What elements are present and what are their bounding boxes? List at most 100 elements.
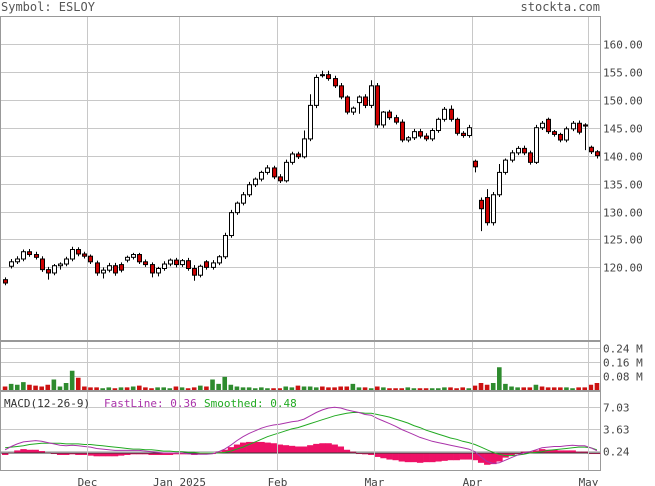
candle-body	[223, 235, 228, 258]
volume-bar	[417, 388, 423, 390]
fastline-label: FastLine: 0.36	[104, 397, 197, 410]
macd-histogram-bar	[63, 453, 70, 455]
candle-body	[131, 254, 136, 258]
macd-smoothed-line	[5, 412, 598, 457]
macd-histogram-bar	[136, 453, 143, 455]
candle-body	[40, 258, 45, 271]
candle-body	[326, 74, 331, 80]
candle-body	[95, 262, 100, 274]
macd-histogram-bar	[178, 453, 186, 455]
candle-body	[150, 264, 155, 274]
macd-histogram-bar	[124, 453, 131, 455]
volume-bar	[173, 386, 179, 390]
macd-histogram-bar	[38, 451, 46, 454]
volume-bar	[381, 387, 386, 390]
smoothed-label: Smoothed: 0.48	[204, 397, 297, 410]
macd-histogram-bar	[557, 450, 564, 454]
candle-body	[235, 202, 240, 214]
macd-histogram-bar	[203, 453, 210, 455]
volume-bar	[332, 387, 337, 390]
macd-histogram-bar	[154, 453, 161, 455]
symbol-label: Symbol: ESLOY	[1, 0, 95, 14]
macd-tick-label: 7.03	[603, 402, 630, 415]
candle-body	[510, 152, 515, 161]
price-tick-label: 150.00	[603, 95, 643, 108]
macd-histogram-bar	[484, 453, 491, 465]
volume-bar	[594, 383, 600, 390]
volume-bar	[204, 386, 209, 390]
macd-histogram-bar	[69, 453, 76, 455]
macd-histogram-bar	[246, 441, 253, 454]
volume-bar	[69, 370, 75, 390]
volume-bar	[271, 388, 276, 390]
candle-body	[156, 267, 161, 274]
candle-body	[211, 262, 216, 268]
candle-body	[290, 153, 295, 163]
macd-histogram-bar	[447, 453, 454, 461]
volume-bar	[82, 386, 87, 390]
candle-body	[442, 108, 447, 120]
volume-bar	[399, 388, 404, 390]
candle-body	[333, 78, 338, 87]
candle-body	[406, 137, 411, 141]
macd-histogram-bar	[117, 453, 125, 456]
candle-body	[571, 122, 576, 130]
volume-bar	[118, 387, 124, 390]
macd-histogram-bar	[538, 449, 546, 454]
candle-body	[272, 167, 277, 178]
candle-body	[168, 259, 173, 265]
candle-body	[369, 85, 374, 106]
candle-body	[204, 261, 209, 268]
macd-histogram-bar	[252, 441, 259, 454]
volume-bar	[106, 387, 112, 390]
volume-bar	[216, 383, 221, 390]
month-tick-label: Jan 2025	[153, 476, 206, 486]
candle-body	[546, 118, 551, 133]
macd-histogram-bar	[368, 453, 375, 455]
volume-bar	[387, 388, 392, 390]
macd-histogram-bar	[429, 453, 436, 463]
price-tick-label: 155.00	[603, 67, 643, 80]
volume-bar	[161, 387, 167, 390]
candle-body	[467, 127, 472, 137]
volume-bar	[130, 386, 136, 390]
candle-body	[46, 269, 51, 274]
candle-body	[320, 74, 325, 77]
volume-bar	[448, 387, 453, 390]
volume-bar	[228, 384, 234, 390]
volume-bar	[320, 386, 325, 390]
month-tick-label: Feb	[268, 476, 288, 486]
panel-frame	[0, 391, 601, 471]
volume-bar	[149, 388, 154, 390]
candle-body	[186, 260, 191, 269]
macd-histogram-bar	[2, 453, 9, 455]
price-tick-label: 120.00	[603, 262, 643, 275]
macd-histogram-bar	[93, 453, 100, 457]
candle-body	[418, 131, 423, 137]
panel-frame	[0, 16, 601, 341]
volume-bar	[350, 383, 356, 390]
candle-body	[540, 122, 545, 129]
macd-histogram-bar	[362, 453, 369, 455]
macd-histogram-bar	[221, 449, 229, 454]
macd-label: MACD(12-26-9)	[4, 397, 90, 410]
volume-bar	[33, 385, 38, 390]
macd-histogram-bar	[319, 443, 326, 454]
volume-bar	[301, 386, 307, 390]
macd-histogram-bar	[270, 443, 277, 454]
macd-histogram-bar	[337, 446, 345, 454]
volume-bar	[57, 386, 63, 390]
volume-tick-label: 0.08 M	[603, 371, 643, 384]
candle-body	[449, 108, 454, 120]
macd-fast-line	[4, 406, 598, 465]
volume-bar	[503, 383, 508, 390]
volume-bar	[313, 387, 319, 390]
macd-histogram-bar	[130, 453, 137, 455]
macd-histogram-bar	[398, 453, 406, 462]
candle-body	[357, 96, 362, 104]
macd-histogram-bar	[526, 451, 534, 454]
macd-histogram-bar	[490, 453, 497, 465]
candle-body	[473, 160, 478, 168]
candle-body	[528, 152, 533, 163]
macd-histogram-bar	[276, 444, 283, 454]
